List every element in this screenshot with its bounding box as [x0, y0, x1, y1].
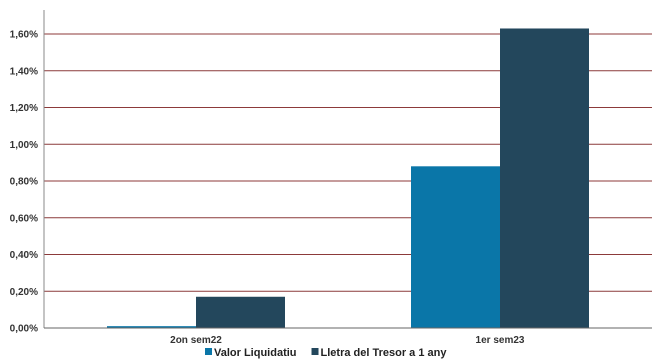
bars [107, 28, 589, 329]
bar [411, 166, 500, 328]
legend-label: Valor Liquidatiu [214, 347, 297, 359]
y-tick-label: 1,40% [10, 66, 38, 77]
y-tick-label: 0,00% [10, 324, 38, 335]
y-tick-label: 1,60% [10, 30, 38, 41]
y-tick-label: 0,80% [10, 177, 38, 188]
y-tick-label: 1,20% [10, 103, 38, 114]
legend-swatch [205, 348, 212, 355]
bar [196, 296, 285, 328]
y-tick-label: 1,00% [10, 140, 38, 151]
bar [107, 326, 196, 328]
legend-swatch [311, 348, 319, 355]
y-tick-label: 0,60% [10, 213, 38, 224]
bar [500, 28, 589, 329]
y-axis-tick-labels: 0,00% 0,20% 0,40% 0,60% 0,80% 1,00% 1,20% 1,40%… [10, 30, 38, 335]
legend: Valor Liquidatiu Lletra del Tresor a 1 an… [205, 347, 447, 359]
x-category-label: 1er sem23 [476, 335, 525, 346]
x-category-label: 2on sem22 [170, 335, 222, 346]
y-tick-label: 0,40% [10, 250, 38, 261]
legend-label: Lletra del Tresor a 1 any [321, 347, 448, 359]
x-axis-category-labels: 2on sem22 1er sem23 [170, 335, 525, 346]
grid-lines [44, 33, 652, 292]
y-tick-label: 0,20% [10, 287, 38, 298]
